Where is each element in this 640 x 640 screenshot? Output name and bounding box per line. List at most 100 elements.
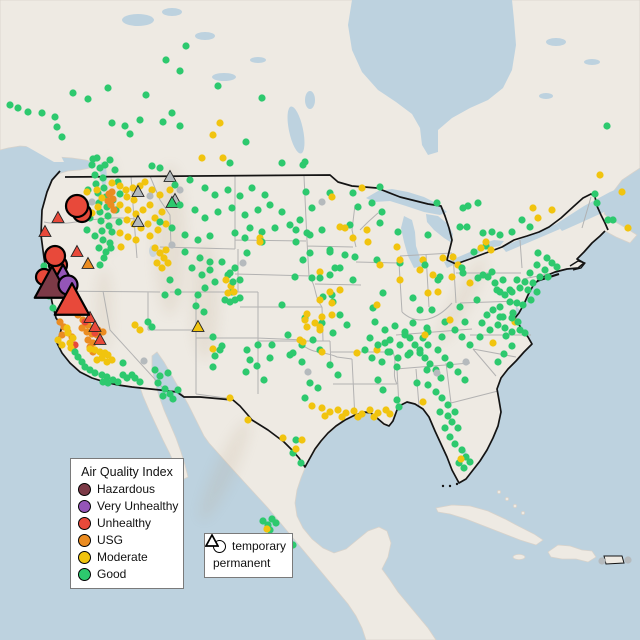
monitor-dot <box>311 319 319 327</box>
monitor-dot <box>326 361 334 369</box>
monitor-dot <box>446 316 454 324</box>
monitor-dot <box>292 238 300 246</box>
aqi-legend-item-good: Good <box>78 568 176 581</box>
monitor-dot <box>496 288 504 296</box>
monitor-dot <box>328 193 336 201</box>
monitor-dot <box>448 273 456 281</box>
monitor-dot <box>483 311 491 319</box>
monitor-dot <box>88 198 96 206</box>
monitor-dot <box>489 339 497 347</box>
hispaniola <box>547 544 597 563</box>
monitor-dot <box>328 299 336 307</box>
monitor-dot <box>117 243 125 251</box>
monitor-dot <box>434 346 442 354</box>
monitor-triangle <box>38 224 52 237</box>
monitor-dot <box>618 188 626 196</box>
monitor-dot <box>91 232 99 240</box>
monitor-layer <box>6 42 632 565</box>
lake-superior <box>366 189 447 215</box>
monitor-dot <box>209 363 217 371</box>
monitor-dot <box>513 276 521 284</box>
monitor-dot <box>508 328 516 336</box>
monitor-dot <box>229 278 237 286</box>
monitor-dot <box>206 266 214 274</box>
monitor-dot <box>501 324 509 332</box>
monitor-dot <box>261 191 269 199</box>
monitor-dot <box>394 228 402 236</box>
monitor-dot <box>106 156 114 164</box>
monitor-dot <box>168 241 176 249</box>
monitor-dot <box>156 191 164 199</box>
monitor-dot <box>89 155 97 163</box>
monitor-dot <box>156 218 164 226</box>
monitor-triangle <box>81 256 95 269</box>
monitor-dot <box>140 357 148 365</box>
monitor-dot <box>144 318 152 326</box>
monitor-dot <box>350 407 358 415</box>
monitor-dot <box>168 224 176 232</box>
monitor-dot <box>386 410 394 418</box>
monitor-dot <box>224 186 232 194</box>
aqi-legend-item-hazardous: Hazardous <box>78 483 176 496</box>
monitor-dot <box>130 196 138 204</box>
monitor-dot <box>489 306 497 314</box>
monitor-dot <box>108 356 116 364</box>
cuba <box>435 504 544 546</box>
monitor-dot <box>446 433 454 441</box>
monitor-dot <box>374 376 382 384</box>
monitor-dot <box>91 369 99 377</box>
aqi-legend-item-very-unhealthy: Very Unhealthy <box>78 500 178 513</box>
monitor-dot <box>216 119 224 127</box>
monitor-dot <box>624 224 632 232</box>
event-circle-marker <box>43 244 67 268</box>
monitor-dot <box>241 234 249 242</box>
monitor-dot <box>488 228 496 236</box>
monitor-dot <box>437 374 445 382</box>
monitor-dot <box>318 348 326 356</box>
monitor-dot <box>284 331 292 339</box>
monitor-dot <box>553 263 561 271</box>
monitor-dot <box>153 259 161 267</box>
monitor-dot <box>91 171 99 179</box>
monitor-dot <box>110 206 118 214</box>
monitor-dot <box>424 231 432 239</box>
monitor-dot <box>146 192 154 200</box>
monitor-dot <box>378 358 386 366</box>
monitor-dot <box>198 271 206 279</box>
monitor-dot <box>63 324 71 332</box>
monitor-dot <box>88 161 96 169</box>
monitor-dot <box>461 318 469 326</box>
monitor-dot <box>448 418 456 426</box>
monitor-dot <box>278 301 286 309</box>
monitor-dot <box>409 294 417 302</box>
monitor-dot <box>144 220 152 228</box>
monitor-dot <box>119 359 127 367</box>
monitor-dot <box>151 366 159 374</box>
monitor-dot <box>107 244 115 252</box>
monitor-dot <box>548 259 556 267</box>
monitor-dot <box>239 259 247 267</box>
aqi-legend-item-unhealthy: Unhealthy <box>78 517 176 530</box>
monitor-dot <box>192 302 200 310</box>
monitor-dot <box>462 358 470 366</box>
monitor-dot <box>534 249 542 257</box>
monitor-dot <box>231 296 239 304</box>
monitor-dot <box>78 324 86 332</box>
monitor-triangle <box>131 214 145 227</box>
monitor-dot <box>444 401 452 409</box>
monitor-dot <box>49 304 57 312</box>
monitor-dot <box>336 264 344 272</box>
monitor-dot <box>476 333 484 341</box>
monitor-dot <box>470 248 478 256</box>
monitor-dot <box>136 116 144 124</box>
monitor-dot <box>58 331 66 339</box>
monitor-dot <box>349 234 357 242</box>
monitor-dot <box>142 91 150 99</box>
monitor-dot <box>308 402 316 410</box>
monitor-dot <box>298 358 306 366</box>
monitor-dot <box>246 356 254 364</box>
marker-shape-legend: temporary permanent <box>204 533 293 578</box>
monitor-dot <box>318 313 326 321</box>
monitor-dot <box>460 464 468 472</box>
monitor-dot <box>466 279 474 287</box>
